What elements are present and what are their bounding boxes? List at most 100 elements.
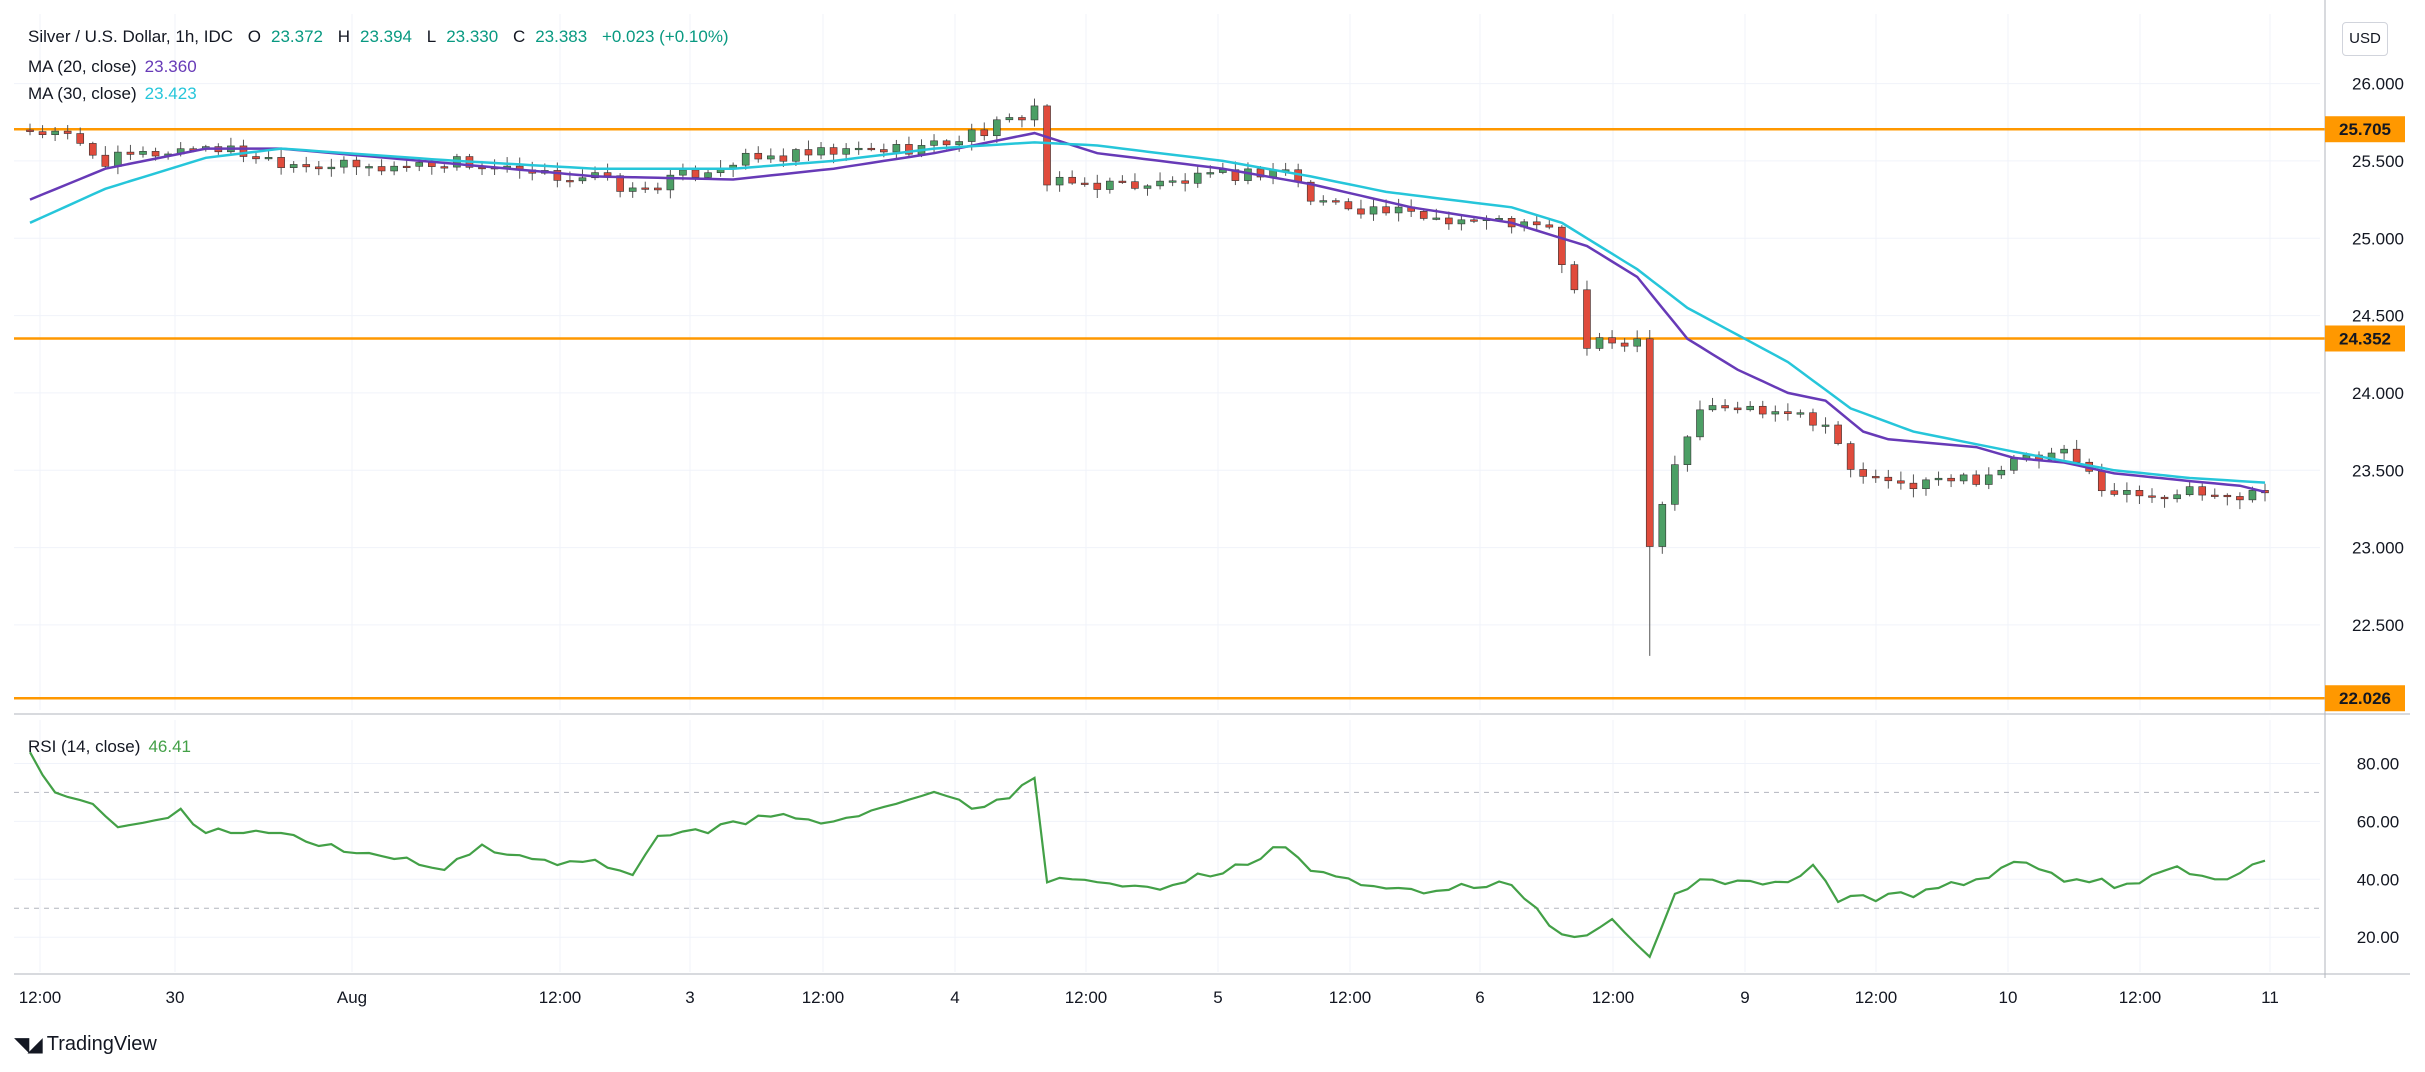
candle-body [905, 144, 913, 155]
x-tick-label: 12:00 [19, 988, 62, 1007]
candle-body [993, 119, 1001, 137]
x-tick-label: 12:00 [1065, 988, 1108, 1007]
x-tick-label: 12:00 [2119, 988, 2162, 1007]
x-tick-label: 12:00 [539, 988, 582, 1007]
candle-body [252, 156, 260, 160]
rsi-tick-label: 20.00 [2357, 928, 2400, 947]
candle-body [628, 187, 637, 192]
y-tick-label: 26.000 [2352, 75, 2404, 94]
x-tick-label: 9 [1740, 988, 1749, 1007]
candle-body [654, 187, 662, 191]
candle-body [1947, 477, 1955, 482]
candle-body [1118, 180, 1127, 183]
y-tick-label: 24.000 [2352, 384, 2404, 403]
candle-body [955, 141, 963, 146]
candle-body [1809, 412, 1817, 426]
candle-body [1871, 476, 1880, 479]
candle-body [779, 155, 788, 162]
ma30-value: 23.423 [144, 84, 197, 103]
ma20-value: 23.360 [144, 57, 197, 76]
candle-body [817, 147, 825, 156]
candle-body [1620, 342, 1629, 347]
candle-body [1005, 117, 1014, 121]
candle-body [2160, 496, 2169, 500]
candle-body [1922, 479, 1930, 490]
candle-body [1846, 443, 1855, 470]
candle-body [980, 129, 989, 137]
candle-body [2010, 458, 2018, 471]
candle-body [1897, 480, 1905, 484]
rsi-legend: RSI (14, close) 46.41 [28, 734, 191, 760]
candle-body [239, 145, 248, 157]
candle-body [1959, 474, 1968, 482]
candle-body [1645, 338, 1654, 547]
close-value: 23.383 [535, 27, 588, 46]
candle-body [88, 143, 97, 156]
candle-body [867, 147, 876, 151]
candle-body [1055, 176, 1064, 186]
candle-body [1357, 208, 1365, 215]
candle-body [1545, 224, 1554, 228]
change-value: +0.023 (+0.10%) [601, 27, 729, 46]
level-tag-bg [2325, 685, 2405, 712]
candle-body [1344, 201, 1353, 210]
candle-body [553, 170, 562, 181]
candle-body [1457, 219, 1466, 225]
candle-body [1382, 206, 1390, 214]
level-tag-bg [2325, 116, 2405, 143]
candle-body [1708, 405, 1717, 411]
tradingview-logo-icon: ◥◢ [14, 1034, 43, 1056]
candle-body [126, 151, 135, 155]
y-tick-label: 25.000 [2352, 229, 2404, 248]
candle-body [1658, 504, 1667, 547]
candle-body [1030, 105, 1039, 121]
rsi-pane [29, 751, 2266, 959]
candle-body [2097, 471, 2106, 492]
candle-body [1143, 185, 1152, 189]
candle-body [854, 147, 863, 151]
candles [26, 98, 2269, 656]
candle-body [1796, 412, 1805, 415]
candle-body [390, 165, 398, 172]
candle-body [1595, 337, 1604, 349]
candle-body [1193, 172, 1202, 184]
candle-body [942, 140, 951, 146]
candle-body [679, 169, 687, 176]
level-tag-text: 24.352 [2339, 329, 2391, 348]
candle-body [1394, 206, 1403, 214]
candle-body [603, 172, 612, 176]
candle-body [2060, 448, 2068, 454]
candle-body [302, 164, 311, 168]
candle-body [641, 187, 650, 190]
symbol-title: Silver / U.S. Dollar, 1h, IDC [28, 27, 234, 46]
level-price-tags: 25.705 24.352 22.026 [2325, 116, 2405, 712]
candle-body [666, 174, 675, 191]
candle-body [1319, 200, 1328, 203]
currency-button[interactable]: USD [2342, 22, 2388, 56]
x-tick-label: 11 [2261, 988, 2279, 1007]
candle-body [1332, 200, 1340, 203]
candle-body [1181, 180, 1189, 184]
candle-body [277, 157, 285, 168]
x-tick-label: 4 [950, 988, 959, 1007]
candle-body [1671, 464, 1679, 505]
candle-body [415, 162, 424, 167]
candle-body [139, 151, 147, 155]
candle-body [1131, 181, 1139, 189]
candle-body [792, 149, 800, 162]
rsi-tick-label: 40.00 [2357, 870, 2400, 889]
ma30-legend: MA (30, close) 23.423 [28, 81, 197, 107]
candle-body [1068, 176, 1076, 184]
candle-body [2173, 494, 2181, 500]
candle-body [38, 131, 47, 135]
y-tick-label: 23.500 [2352, 461, 2404, 480]
support-resistance-lines [14, 127, 2325, 700]
candle-body [1859, 469, 1868, 477]
candle-body [1997, 469, 2006, 476]
candle-body [340, 159, 348, 168]
candle-body [1018, 117, 1026, 121]
candle-body [365, 166, 373, 169]
candle-body [402, 165, 411, 168]
candle-body [880, 149, 888, 153]
